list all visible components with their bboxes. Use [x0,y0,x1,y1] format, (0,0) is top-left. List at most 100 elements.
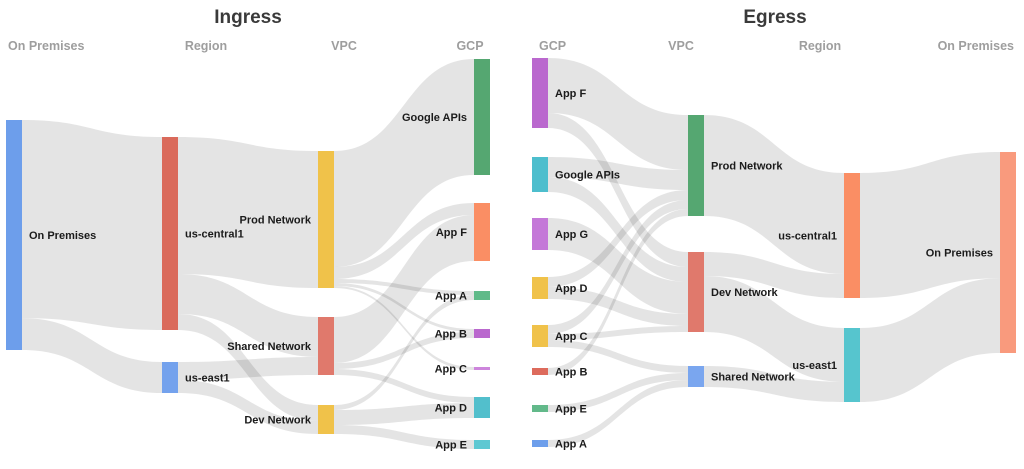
ingress-node-label-appc: App C [435,364,467,376]
egress-flow-appd-to-prod [548,190,688,287]
egress-flow-useast1-to-onprem [860,278,1000,402]
ingress-flow-prod-to-appa [334,279,474,295]
egress-flow-dev-to-useast1 [704,276,844,382]
ingress-node-appd [474,397,490,418]
ingress-node-appc [474,367,490,370]
ingress-node-uscentral1 [162,137,178,330]
ingress-node-onprem [6,120,22,350]
ingress-flow-useast1-to-dev [178,380,318,434]
egress-flow-appc-to-shared [548,340,688,373]
egress-flow-appc-to-dev [548,326,688,340]
egress-node-useast1 [844,328,860,402]
ingress-title: Ingress [214,7,282,28]
ingress-flow-shared-to-appb [334,332,474,369]
egress-node-onprem [1000,152,1016,353]
ingress-flow-prod-to-appf [334,203,474,279]
egress-column-header-gcp: GCP [539,39,566,53]
egress-flow-shared-to-useast1 [704,366,844,402]
ingress-column-header-on-premises: On Premises [8,39,84,53]
ingress-node-label-appb: App B [435,329,467,341]
ingress-flow-dev-to-appd [334,403,474,425]
ingress-node-label-appa: App A [435,291,467,303]
egress-node-appd [532,277,548,299]
ingress-node-useast1 [162,362,178,393]
ingress-flow-useast1-to-shared [178,357,318,380]
egress-flow-googleapis-to-dev [548,177,688,282]
egress-node-label-appe: App E [555,404,587,416]
ingress-column-header-gcp: GCP [456,39,483,53]
egress-node-label-dev: Dev Network [711,287,779,299]
egress-flow-appc-to-prod [548,200,688,334]
egress-node-label-appb: App B [555,367,587,379]
ingress-flow-uscentral1-to-shared [178,274,318,357]
ingress-node-label-appd: App D [435,403,467,415]
egress-flow-uscentral1-to-onprem [860,152,1000,298]
egress-column-header-vpc: VPC [668,39,694,53]
egress-node-label-appg: App G [555,229,588,241]
egress-flow-dev-to-uscentral1 [704,252,844,298]
egress-flow-appd-to-dev [548,287,688,326]
egress-flow-appa-to-shared [548,380,688,447]
egress-node-label-useast1: us-east1 [792,360,837,372]
egress-node-prod [688,115,704,216]
egress-node-googleapis [532,157,548,192]
ingress-node-shared [318,317,334,375]
egress-title: Egress [743,7,806,28]
ingress-column-header-vpc: VPC [331,39,357,53]
egress-flow-appf-to-prod [548,58,688,170]
ingress-flow-uscentral1-to-dev [178,314,318,421]
egress-flow-appg-to-dev [548,218,688,314]
egress-node-shared [688,366,704,387]
ingress-flow-uscentral1-to-prod [178,137,318,288]
ingress-node-appf [474,203,490,261]
egress-flow-appe-to-shared [548,373,688,412]
egress-flow-prod-to-uscentral1 [704,115,844,274]
egress-node-label-appc: App C [555,331,587,343]
ingress-flow-dev-to-appe [334,425,474,449]
egress-node-label-appa: App A [555,439,587,451]
egress-node-dev [688,252,704,332]
ingress-node-label-shared: Shared Network [227,341,312,353]
egress-node-appc [532,325,548,347]
ingress-node-dev [318,405,334,434]
ingress-node-label-uscentral1: us-central1 [185,229,244,241]
egress-node-appa [532,440,548,447]
ingress-flow-onprem-to-uscentral1 [22,120,162,330]
ingress-node-label-useast1: us-east1 [185,373,230,385]
ingress-flow-shared-to-appf [334,215,474,363]
egress-node-label-googleapis: Google APIs [555,170,620,182]
egress-node-label-shared: Shared Network [711,372,796,384]
ingress-node-label-dev: Dev Network [244,415,312,427]
ingress-node-appe [474,440,490,449]
ingress-node-label-googleapis: Google APIs [402,112,467,124]
ingress-flow-prod-to-appb [334,283,474,332]
egress-flow-googleapis-to-prod [548,157,688,190]
ingress-flow-dev-to-appa [334,295,474,410]
ingress-node-label-onprem: On Premises [29,230,96,242]
ingress-flow-prod-to-googleapis [334,59,474,267]
ingress-flow-shared-to-appd [334,369,474,403]
egress-node-label-uscentral1: us-central1 [778,231,837,243]
ingress-node-googleapis [474,59,490,175]
egress-flow-appb-to-prod [548,209,688,375]
ingress-flow-onprem-to-useast1 [22,318,162,393]
egress-node-label-appd: App D [555,283,587,295]
ingress-column-header-region: Region [185,39,227,53]
ingress-node-label-appf: App F [436,227,467,239]
egress-node-appb [532,368,548,375]
ingress-node-appa [474,291,490,300]
ingress-node-label-appe: App E [435,440,467,452]
ingress-node-prod [318,151,334,288]
ingress-flow-prod-to-appc [334,286,474,370]
egress-node-uscentral1 [844,173,860,298]
egress-node-appg [532,218,548,250]
egress-node-label-prod: Prod Network [711,161,783,173]
egress-node-label-onprem: On Premises [926,248,993,260]
egress-node-appe [532,405,548,412]
ingress-node-appb [474,329,490,338]
egress-column-header-region: Region [799,39,841,53]
egress-column-header-on-premises: On Premises [938,39,1014,53]
egress-node-label-appf: App F [555,88,586,100]
